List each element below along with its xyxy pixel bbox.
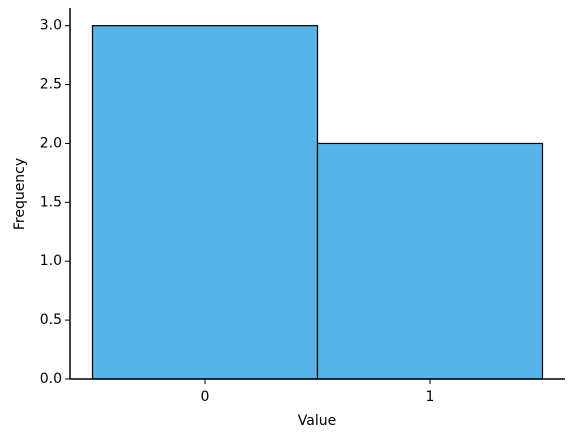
y-tick-label: 0.0 [40, 371, 62, 387]
x-axis-label: Value [298, 413, 336, 429]
y-axis-label: Frequency [12, 158, 28, 230]
y-tick-label: 2.5 [40, 77, 62, 93]
y-tick-label: 1.0 [40, 253, 62, 269]
y-tick-label: 3.0 [40, 18, 62, 34]
x-tick-label: 1 [426, 389, 435, 405]
y-tick-label: 2.0 [40, 135, 62, 151]
y-tick-label: 1.5 [40, 194, 62, 210]
bar [91, 25, 319, 380]
y-tick-label: 0.5 [40, 312, 62, 328]
x-tick-label: 0 [201, 389, 210, 405]
bar [316, 142, 544, 380]
